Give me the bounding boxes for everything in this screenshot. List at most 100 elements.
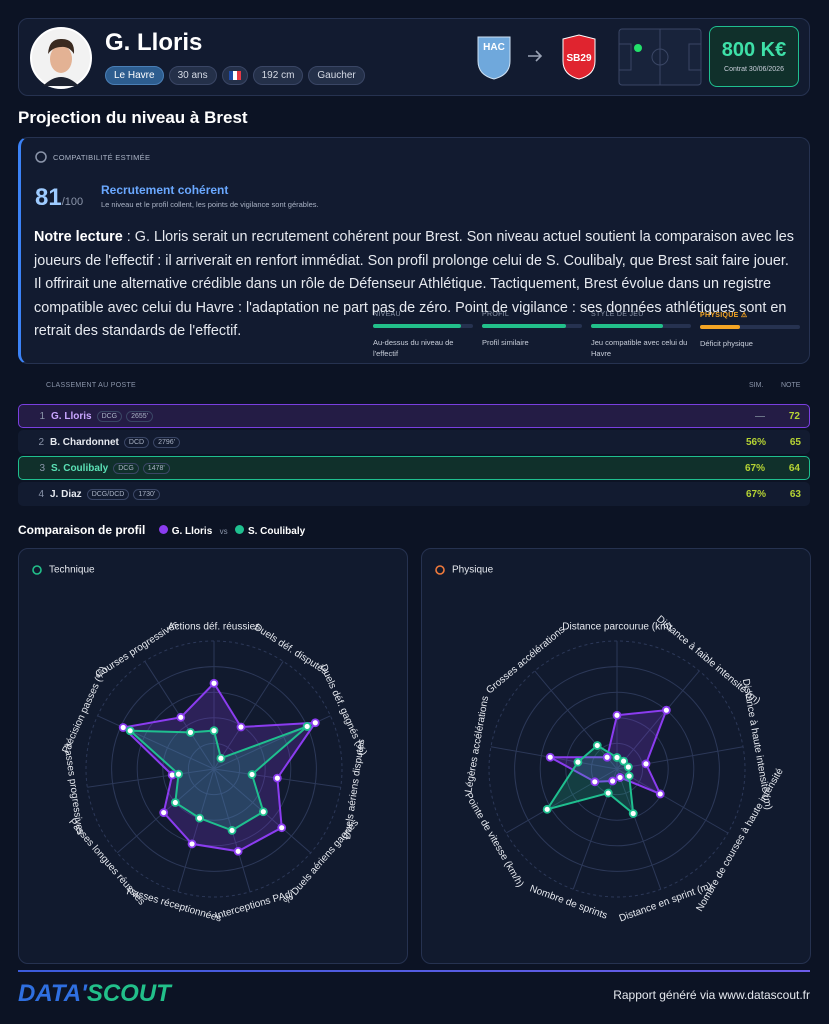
section-title: Projection du niveau à Brest	[18, 108, 248, 127]
elo-tag: 1730'	[133, 488, 161, 500]
legend-player: G. Lloris	[171, 526, 213, 537]
tag-flag	[221, 66, 248, 85]
verdict-note: Le niveau et le profil collent, les poin…	[101, 200, 319, 209]
criterion-label: STYLE DE JEU	[591, 311, 644, 318]
radar-point	[612, 710, 622, 720]
score-box: 81/100	[35, 184, 83, 212]
elo-tag: 2796'	[153, 436, 180, 448]
sim-header: SIM.	[749, 382, 764, 389]
radar-point	[612, 753, 622, 762]
panel-title: Physique	[452, 565, 494, 576]
note: 63	[789, 488, 801, 500]
criterion-label: PROFIL	[482, 311, 510, 318]
player-name: B. Chardonnet	[50, 436, 119, 448]
icon-dot	[435, 565, 445, 575]
icon-dot	[32, 565, 42, 575]
radar-point	[125, 726, 135, 736]
ranking-row: 2 B. Chardonnet DCD 2796' 56% 65	[18, 430, 810, 454]
reading: Notre lecture : G. Lloris serait un recr…	[34, 226, 799, 344]
radar-point	[608, 776, 618, 786]
rank: 2	[38, 436, 44, 448]
criterion-bar	[700, 325, 800, 329]
criterion: NIVEAU Au-dessus du niveau de l'effectif	[373, 311, 473, 359]
comparison-header: Comparaison de profil G. Lloris vs S. Co…	[18, 523, 305, 537]
note: 65	[789, 436, 801, 448]
radar-point	[573, 757, 583, 767]
elo-tag: 2655'	[126, 410, 154, 422]
radar-point	[236, 722, 246, 732]
spoke	[534, 670, 618, 770]
radar-area	[127, 725, 308, 832]
legend-swatch	[158, 525, 168, 534]
axis-label: Passes progressives	[61, 743, 85, 836]
score-max: /100	[61, 196, 84, 208]
radar-point	[310, 718, 320, 728]
bar	[482, 324, 566, 328]
projection-card: COMPATIBILITÉ ESTIMÉE 81/100 Recrutement…	[18, 137, 810, 364]
note-header: NOTE	[781, 382, 801, 389]
header-card: G. Lloris Le Havre 30 ans 192 cm Gaucher HA…	[18, 18, 810, 96]
footer-rule	[18, 970, 810, 972]
rank: 3	[39, 462, 45, 474]
position-tag: DCG	[113, 462, 139, 474]
player-name: G. Lloris	[51, 410, 92, 422]
rank: 4	[38, 488, 44, 500]
bar	[373, 324, 461, 328]
ranking-row: 4 J. Diaz DCG/DCD 1730' 67% 63	[18, 482, 810, 506]
compat-icon	[35, 151, 47, 163]
axis-label: Duels déf. disputés	[252, 622, 330, 677]
radar-point	[258, 807, 268, 817]
tag-foot: Gaucher	[308, 66, 365, 85]
spoke	[87, 768, 215, 788]
ranking-row: 3 S. Coulibaly DCG 1478' 67% 64	[18, 456, 810, 480]
radar-point	[603, 788, 613, 798]
axis-label: Distance parcourue (km)	[562, 622, 671, 633]
note: 72	[788, 410, 800, 422]
criterion-bar	[373, 324, 473, 328]
from-club-badge: HAC	[477, 36, 511, 80]
tag-age: 30 ans	[168, 66, 217, 85]
spoke	[616, 746, 744, 770]
radar-point	[233, 846, 243, 856]
radar-panel: Technique Actions déf. réussies Duels déf.…	[18, 548, 408, 964]
criterion-note: Au-dessus du niveau de l'effectif	[373, 338, 454, 358]
tags: Le Havre 30 ans 192 cm Gaucher	[105, 66, 370, 85]
tag-club: Le Havre	[105, 66, 164, 85]
elo-tag: 1478'	[142, 462, 170, 474]
panel-title: Technique	[49, 565, 95, 576]
criterion: PROFIL Profil similaire	[482, 311, 582, 348]
radar-point	[186, 727, 195, 737]
axis-label: Interceptions PAdj	[214, 889, 294, 922]
ranking-row: 1 G. Lloris DCG 2655' — 72	[18, 404, 810, 428]
radar-point	[247, 770, 257, 779]
radar-point	[277, 823, 287, 833]
comparison-title: Comparaison de profil	[18, 523, 146, 537]
legend-swatch	[234, 525, 244, 534]
radar-point	[174, 769, 183, 779]
radar-area	[121, 681, 318, 853]
spoke	[616, 768, 662, 890]
radar-point	[619, 756, 628, 766]
player-name: S. Coulibaly	[51, 462, 109, 474]
radar-point	[655, 789, 665, 799]
radar-point	[641, 759, 651, 769]
legend-vs: vs	[219, 527, 228, 536]
value-box: 800 K€ Contrat 30/06/2026	[709, 26, 799, 87]
radar-point	[187, 839, 197, 849]
market-value: 800 K€	[721, 39, 787, 61]
player-name: G. Lloris	[105, 29, 203, 56]
radar-point	[209, 726, 219, 736]
legend-player: S. Coulibaly	[247, 526, 306, 537]
radar-point	[542, 804, 552, 814]
to-club-text: SB29	[566, 53, 591, 64]
tag-height: 192 cm	[252, 66, 304, 85]
criterion: STYLE DE JEU Jeu compatible avec celui du…	[591, 311, 691, 359]
radar-point	[209, 678, 219, 688]
from-club-text: HAC	[483, 42, 505, 53]
radar-point	[628, 809, 638, 818]
verdict: Recrutement cohérent	[101, 183, 229, 197]
radar-point	[623, 762, 633, 772]
axis-label: Courses progressives	[94, 619, 181, 681]
